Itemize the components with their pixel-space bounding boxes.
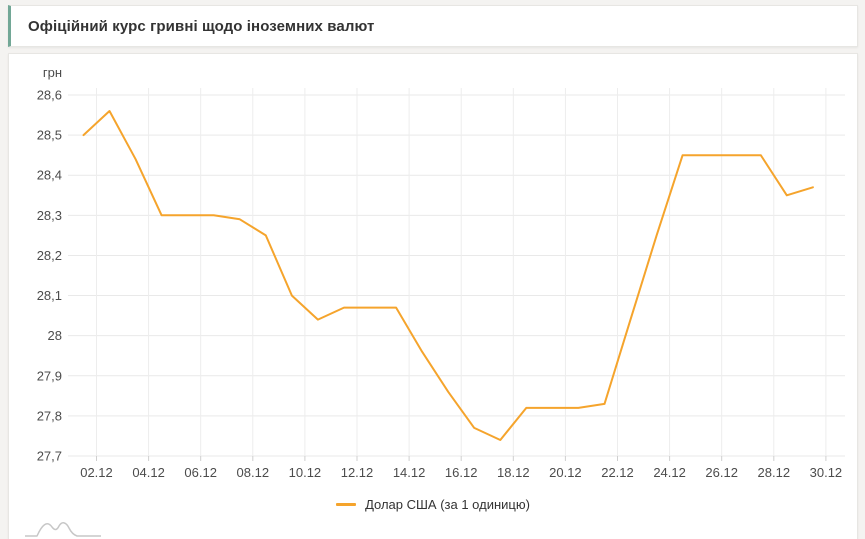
legend-line-swatch bbox=[336, 502, 357, 506]
usd-rate-line[interactable] bbox=[82, 110, 814, 441]
page-title: Офіційний курс гривні щодо іноземних вал… bbox=[28, 17, 375, 35]
x-tick-label: 04.12 bbox=[132, 465, 165, 480]
y-tick-label: 27,9 bbox=[37, 368, 62, 383]
y-tick-label: 28,2 bbox=[37, 248, 62, 263]
x-tick-label: 18.12 bbox=[497, 465, 530, 480]
x-tick-label: 02.12 bbox=[80, 465, 113, 480]
title-card: Офіційний курс гривні щодо іноземних вал… bbox=[8, 5, 858, 47]
legend-item-usd[interactable]: Долар США (за 1 одиницю) bbox=[336, 497, 530, 512]
y-tick-label: 27,8 bbox=[37, 408, 62, 423]
x-tick-label: 28.12 bbox=[758, 465, 791, 480]
x-tick-label: 20.12 bbox=[549, 465, 582, 480]
x-tick-label: 14.12 bbox=[393, 465, 426, 480]
area-chart-preview-icon bbox=[25, 522, 101, 537]
x-tick-label: 06.12 bbox=[184, 465, 217, 480]
x-tick-label: 16.12 bbox=[445, 465, 478, 480]
x-tick-label: 22.12 bbox=[601, 465, 634, 480]
exchange-rate-chart[interactable]: 28,6 28,5 28,4 28,3 28,2 28,1 28 27,9 27,8 27,7 02… bbox=[9, 54, 857, 532]
y-tick-label: 28,6 bbox=[37, 88, 62, 103]
chart-card: 28,6 28,5 28,4 28,3 28,2 28,1 28 27,9 27,8 27,7 02… bbox=[8, 53, 858, 539]
legend: Долар США (за 1 одиницю) bbox=[9, 494, 857, 514]
x-tick-label: 30.12 bbox=[810, 465, 843, 480]
x-tick-label: 10.12 bbox=[289, 465, 322, 480]
y-axis-unit-label: грн bbox=[43, 65, 62, 80]
x-tick-label: 26.12 bbox=[705, 465, 738, 480]
y-tick-label: 28,1 bbox=[37, 288, 62, 303]
y-tick-label: 28 bbox=[48, 328, 62, 343]
legend-label: Долар США (за 1 одиницю) bbox=[365, 496, 530, 512]
y-tick-label: 28,4 bbox=[37, 168, 62, 183]
y-tick-label: 28,3 bbox=[37, 208, 62, 223]
y-tick-label: 28,5 bbox=[37, 128, 62, 143]
x-tick-label: 24.12 bbox=[653, 465, 686, 480]
x-tick-label: 12.12 bbox=[341, 465, 374, 480]
y-tick-label: 27,7 bbox=[37, 449, 62, 464]
x-tick-label: 08.12 bbox=[237, 465, 270, 480]
